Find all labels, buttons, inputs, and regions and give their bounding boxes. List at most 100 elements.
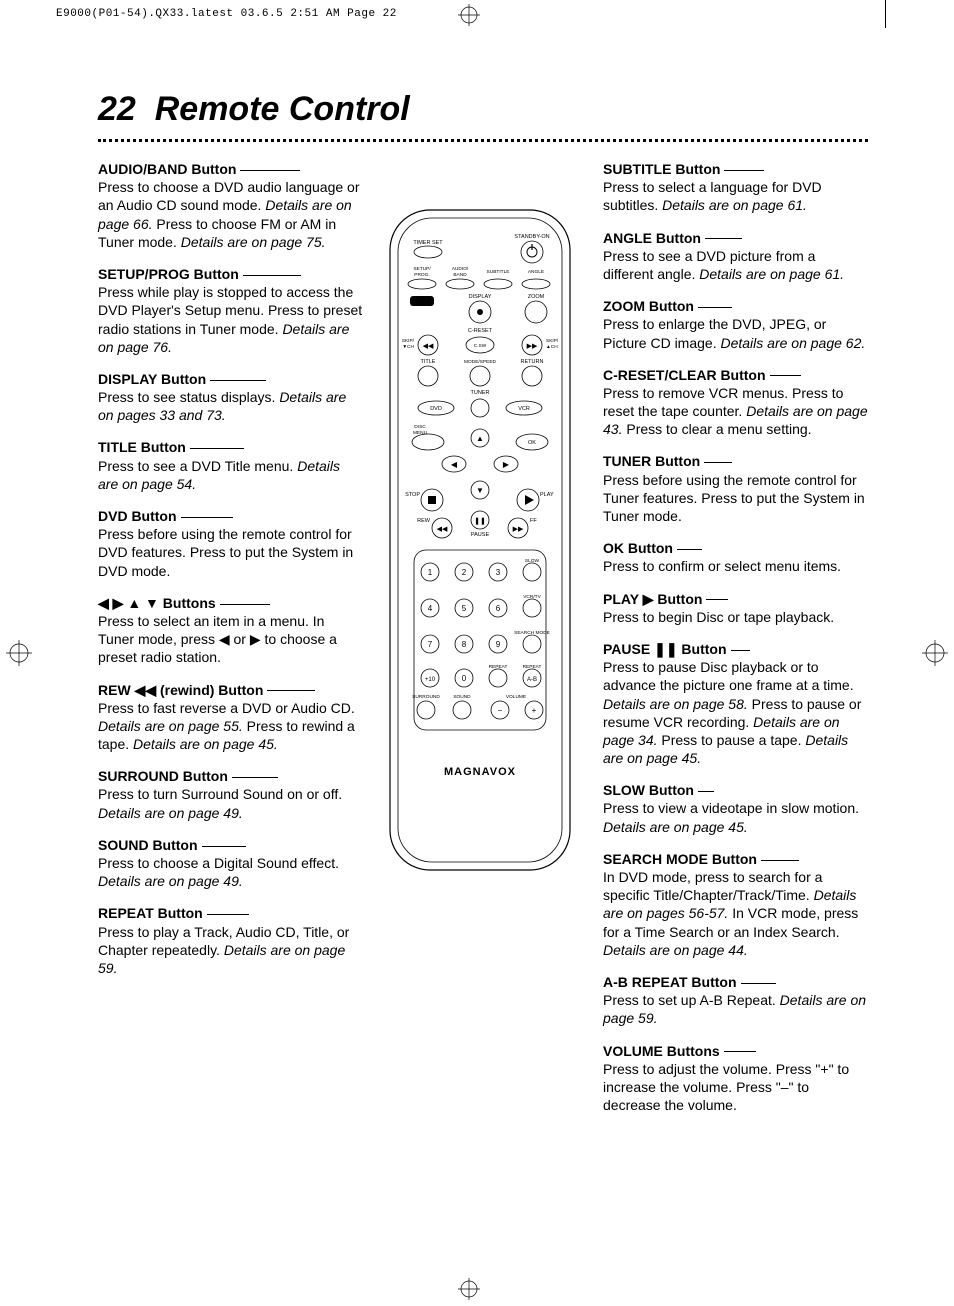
svg-text:STOP: STOP <box>405 492 420 498</box>
section: DISPLAY ButtonPress to see status displa… <box>98 370 363 425</box>
svg-text:REW: REW <box>417 518 431 524</box>
svg-text:ZOOM: ZOOM <box>528 294 545 300</box>
svg-text:▲: ▲ <box>476 434 484 443</box>
leader-line <box>181 517 233 518</box>
section-body: Press to set up A-B Repeat. Details are … <box>603 991 868 1027</box>
svg-text:7: 7 <box>428 640 433 649</box>
svg-text:1: 1 <box>428 568 433 577</box>
svg-text:PLAY: PLAY <box>540 492 554 498</box>
svg-text:SKIP/: SKIP/ <box>402 338 415 344</box>
section-title: REW ◀◀ (rewind) Button <box>98 682 263 698</box>
section-title: TUNER Button <box>603 453 700 469</box>
section: ZOOM ButtonPress to enlarge the DVD, JPE… <box>603 297 868 352</box>
svg-text:TUNER: TUNER <box>471 390 490 396</box>
svg-text:PROG.: PROG. <box>414 272 429 278</box>
section-title: VOLUME Buttons <box>603 1043 720 1059</box>
leader-line <box>731 650 750 651</box>
svg-text:VCR: VCR <box>518 406 530 412</box>
left-column: AUDIO/BAND ButtonPress to choose a DVD a… <box>98 160 363 1128</box>
section-body: Press to pause Disc playback or to advan… <box>603 658 868 767</box>
leader-line <box>243 275 301 276</box>
svg-text:SURROUND: SURROUND <box>412 694 440 700</box>
svg-text:6: 6 <box>496 604 501 613</box>
section-body: Press while play is stopped to access th… <box>98 283 363 356</box>
section: SOUND ButtonPress to choose a Digital So… <box>98 836 363 891</box>
svg-text:▲CH: ▲CH <box>546 344 558 350</box>
leader-line <box>706 599 728 600</box>
section-title: PLAY ▶ Button <box>603 591 702 607</box>
section-body: Press to begin Disc or tape playback. <box>603 608 868 626</box>
section-body: In DVD mode, press to search for a speci… <box>603 868 868 959</box>
section-title: SLOW Button <box>603 782 694 798</box>
svg-text:SETUP/: SETUP/ <box>413 266 431 272</box>
svg-text:5: 5 <box>462 604 467 613</box>
leader-line <box>724 1051 756 1052</box>
section-title: A-B REPEAT Button <box>603 974 737 990</box>
section-body: Press before using the remote control fo… <box>603 471 868 526</box>
svg-text:REC: REC <box>416 299 428 305</box>
section: DVD ButtonPress before using the remote … <box>98 507 363 580</box>
section: TUNER Button Press before using the remot… <box>603 452 868 525</box>
svg-text:3: 3 <box>496 568 501 577</box>
svg-text:❚❚: ❚❚ <box>474 517 486 525</box>
leader-line <box>698 791 714 792</box>
section: REW ◀◀ (rewind) ButtonPress to fast reve… <box>98 681 363 754</box>
section: SETUP/PROG ButtonPress while play is sto… <box>98 265 363 356</box>
section: PLAY ▶ ButtonPress to begin Disc or tape… <box>603 590 868 626</box>
section-body: Press to choose a Digital Sound effect. … <box>98 854 363 890</box>
section-body: Press to confirm or select menu items. <box>603 557 868 575</box>
section-body: Press to turn Surround Sound on or off. … <box>98 785 363 821</box>
section-title: PAUSE ❚❚ Button <box>603 641 727 657</box>
svg-text:◀◀: ◀◀ <box>423 343 434 350</box>
svg-text:STANDBY-ON: STANDBY-ON <box>514 234 549 240</box>
section-title: AUDIO/BAND Button <box>98 161 236 177</box>
section-body: Press to adjust the volume. Press "+" to… <box>603 1060 868 1115</box>
section: PAUSE ❚❚ ButtonPress to pause Disc playb… <box>603 640 868 767</box>
leader-line <box>704 462 732 463</box>
section: VOLUME ButtonsPress to adjust the volume… <box>603 1042 868 1115</box>
section-title: C-RESET/CLEAR Button <box>603 367 766 383</box>
leader-line <box>770 375 801 376</box>
section: C-RESET/CLEAR ButtonPress to remove VCR … <box>603 366 868 439</box>
svg-text:PAUSE: PAUSE <box>471 532 490 538</box>
svg-text:+10: +10 <box>425 677 436 683</box>
section-title: ◀ ▶ ▲ ▼ Buttons <box>98 595 216 611</box>
section-body: Press to select a language for DVD subti… <box>603 178 868 214</box>
svg-text:0: 0 <box>462 674 467 683</box>
section-title: OK Button <box>603 540 673 556</box>
leader-line <box>741 983 776 984</box>
section-title: DVD Button <box>98 508 177 524</box>
section: SEARCH MODE ButtonIn DVD mode, press to … <box>603 850 868 959</box>
svg-text:RETURN: RETURN <box>521 359 544 365</box>
section: SURROUND ButtonPress to turn Surround So… <box>98 767 363 822</box>
dotted-rule <box>98 139 868 142</box>
svg-text:C.SW: C.SW <box>474 343 487 349</box>
registration-mark-bottom <box>458 1278 480 1300</box>
svg-text:A-B: A-B <box>527 677 537 683</box>
section: TITLE ButtonPress to see a DVD Title men… <box>98 438 363 493</box>
section-body: Press to remove VCR menus. Press to rese… <box>603 384 868 439</box>
section-body: Press to enlarge the DVD, JPEG, or Pictu… <box>603 315 868 351</box>
svg-text:AUDIO/: AUDIO/ <box>452 266 469 272</box>
section-body: Press to select an item in a menu. In Tu… <box>98 612 363 667</box>
section: ◀ ▶ ▲ ▼ ButtonsPress to select an item i… <box>98 594 363 667</box>
svg-text:TIMER SET: TIMER SET <box>413 240 443 246</box>
section-body: Press before using the remote control fo… <box>98 525 363 580</box>
leader-line <box>724 170 764 171</box>
section: SUBTITLE ButtonPress to select a languag… <box>603 160 868 215</box>
svg-text:◀: ◀ <box>451 460 458 469</box>
section-body: Press to play a Track, Audio CD, Title, … <box>98 923 363 978</box>
section: AUDIO/BAND ButtonPress to choose a DVD a… <box>98 160 363 251</box>
svg-text:C-RESET: C-RESET <box>468 328 493 334</box>
leader-line <box>210 380 266 381</box>
leader-line <box>267 690 315 691</box>
svg-text:TITLE: TITLE <box>421 359 436 365</box>
header-strip: E9000(P01-54).QX33.latest 03.6.5 2:51 AM… <box>56 8 397 20</box>
svg-text:SKIP/: SKIP/ <box>546 338 559 344</box>
svg-text:−: − <box>498 706 503 715</box>
svg-text:OK: OK <box>528 440 536 446</box>
page-number: 22 <box>98 90 136 128</box>
section-title: SEARCH MODE Button <box>603 851 757 867</box>
leader-line <box>761 860 799 861</box>
registration-mark-right <box>922 640 948 666</box>
